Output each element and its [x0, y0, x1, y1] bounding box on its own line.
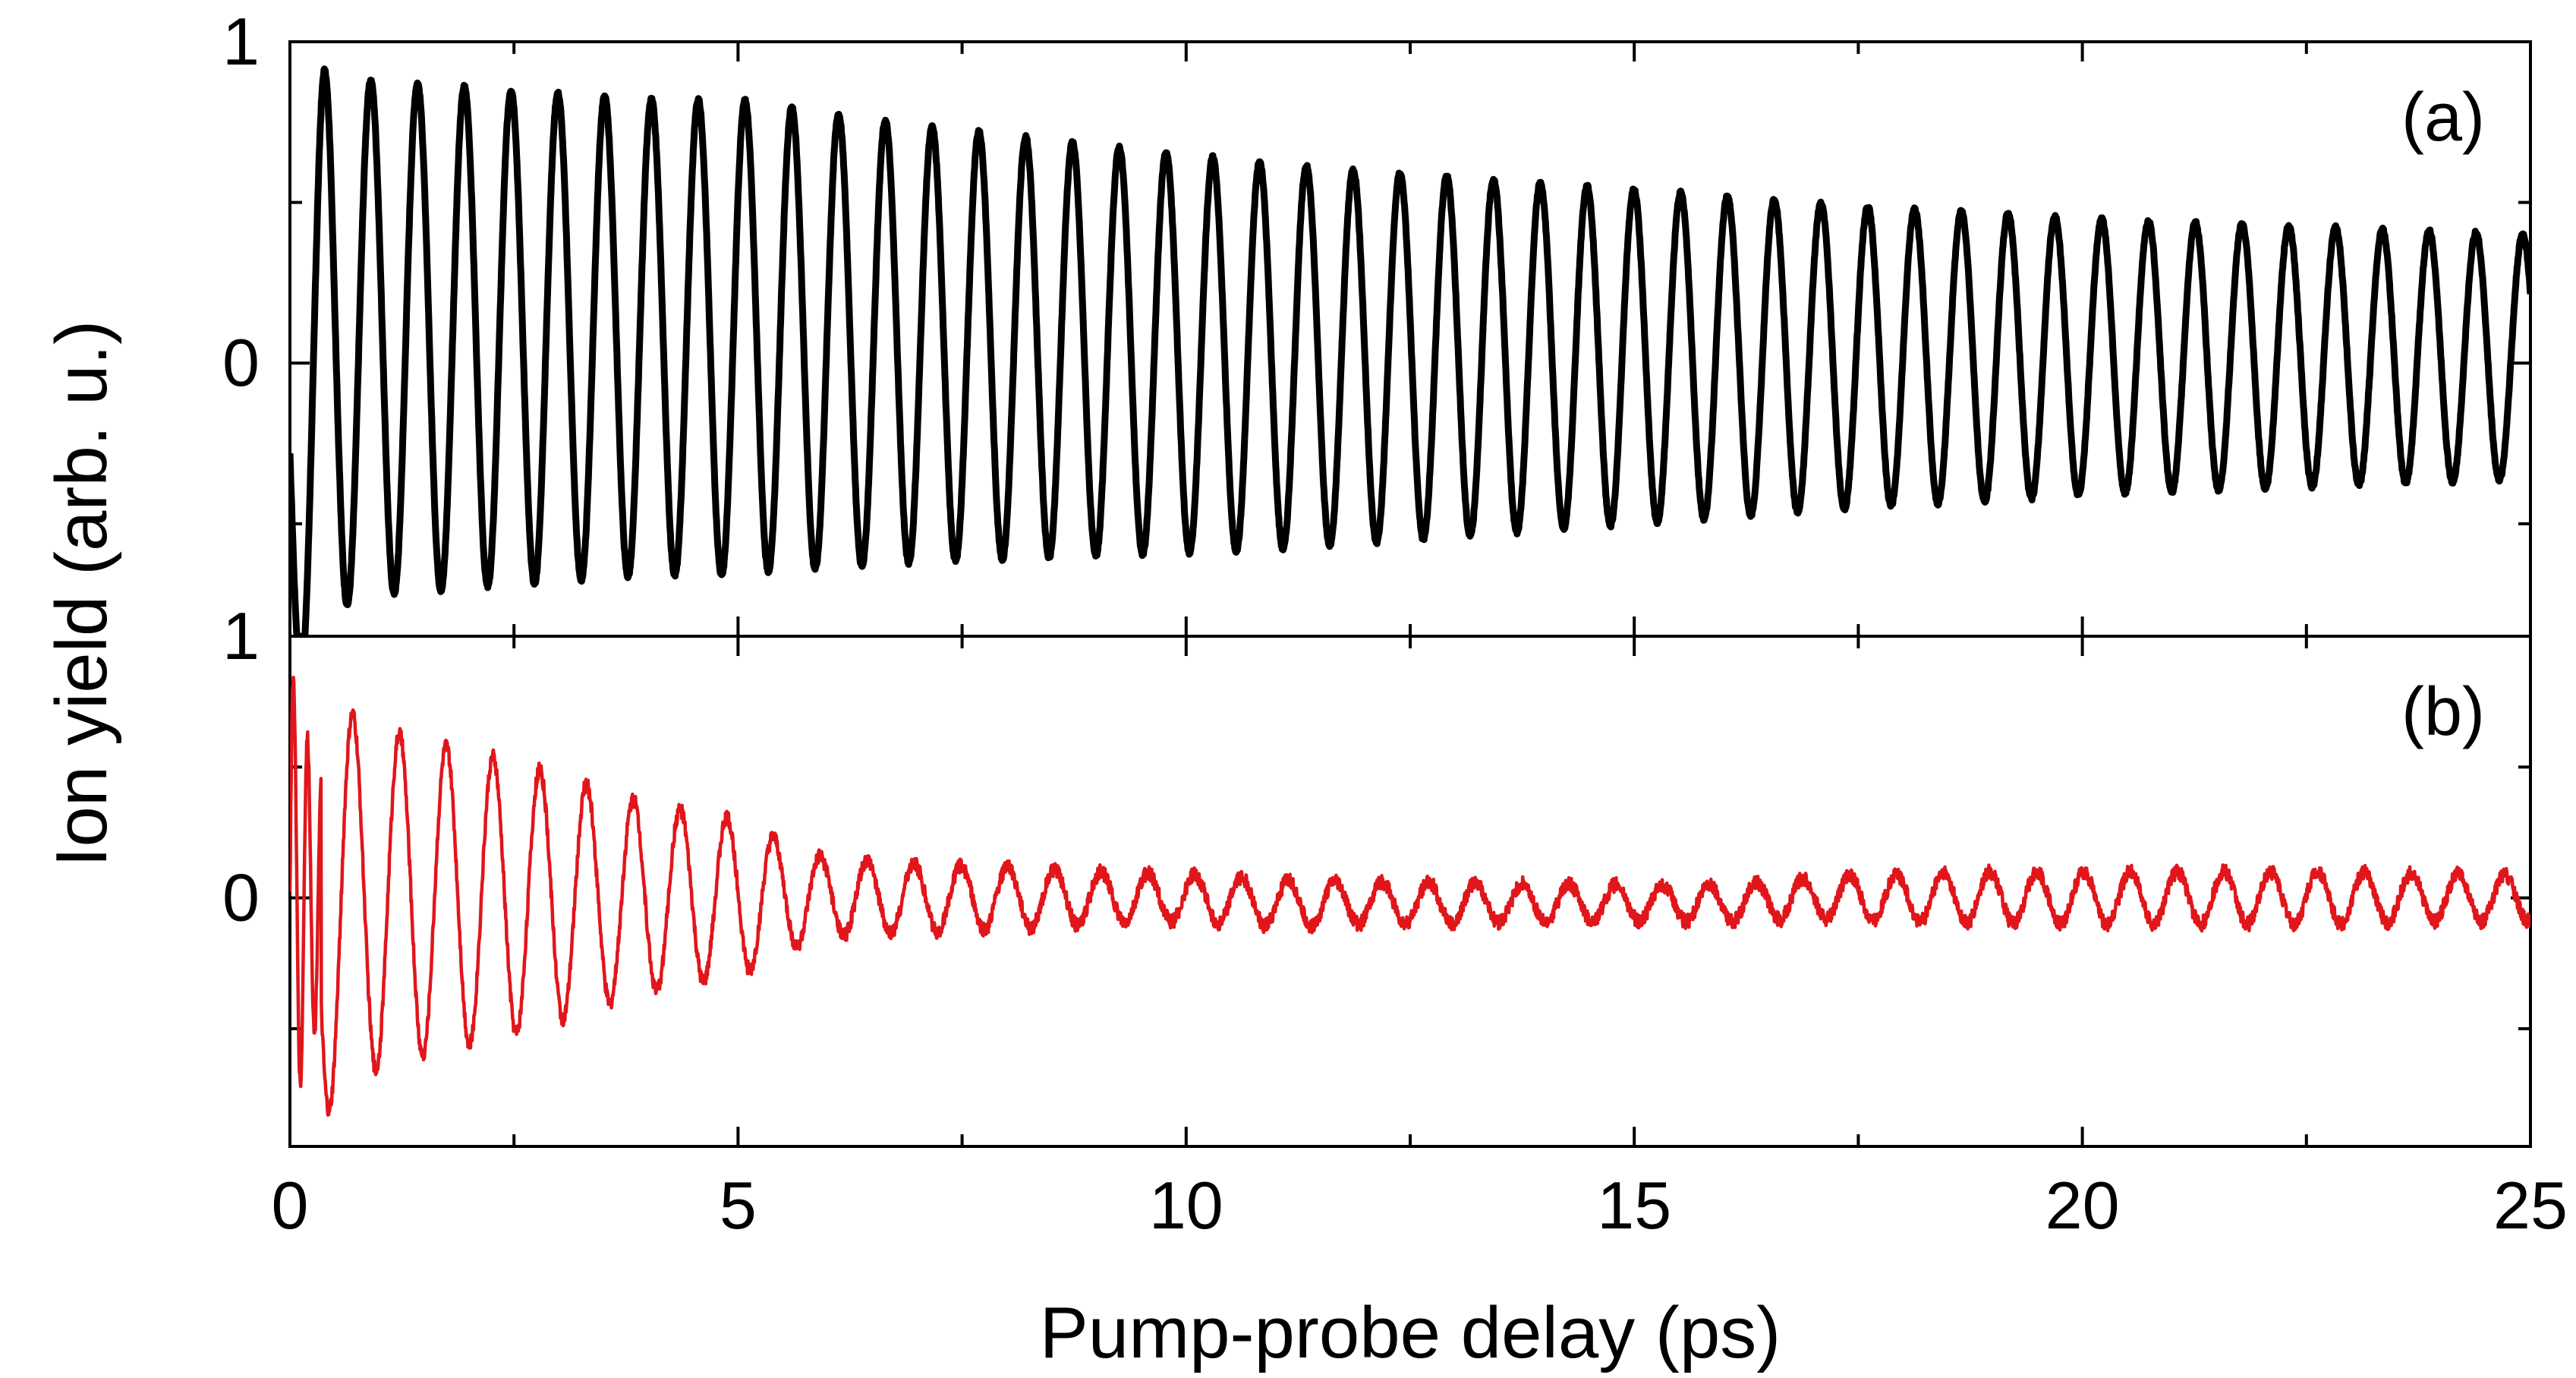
x-axis-label: Pump-probe delay (ps) — [1040, 1292, 1781, 1373]
shared-labels: Ion yield (arb. u.) Pump-probe delay (ps) — [41, 320, 1781, 1373]
x-tick-label: 0 — [272, 1168, 309, 1243]
x-tick-label: 15 — [1597, 1168, 1671, 1243]
panel-label-a: (a) — [2401, 80, 2485, 156]
x-tick-label: 20 — [2045, 1168, 2120, 1243]
y-tick-label-b: 0 — [222, 860, 260, 935]
series-line-a — [290, 65, 2530, 636]
panel-b: 010 5 10 15 20 25(b) — [222, 598, 2568, 1243]
y-tick-label-b: 1 — [222, 598, 260, 673]
series-line-b — [290, 675, 2530, 1117]
y-tick-label-a: 1 — [222, 4, 260, 79]
y-axis-label: Ion yield (arb. u.) — [41, 320, 122, 867]
plot-frame-b — [288, 635, 2532, 1148]
x-tick-label: 10 — [1149, 1168, 1223, 1243]
x-tick-label: 5 — [720, 1168, 757, 1243]
x-tick-label: 25 — [2493, 1168, 2568, 1243]
panel-label-b: (b) — [2401, 674, 2485, 750]
panel-a: 0 1 (a) — [222, 4, 2532, 638]
y-tick-label-a: 0 — [222, 325, 260, 400]
